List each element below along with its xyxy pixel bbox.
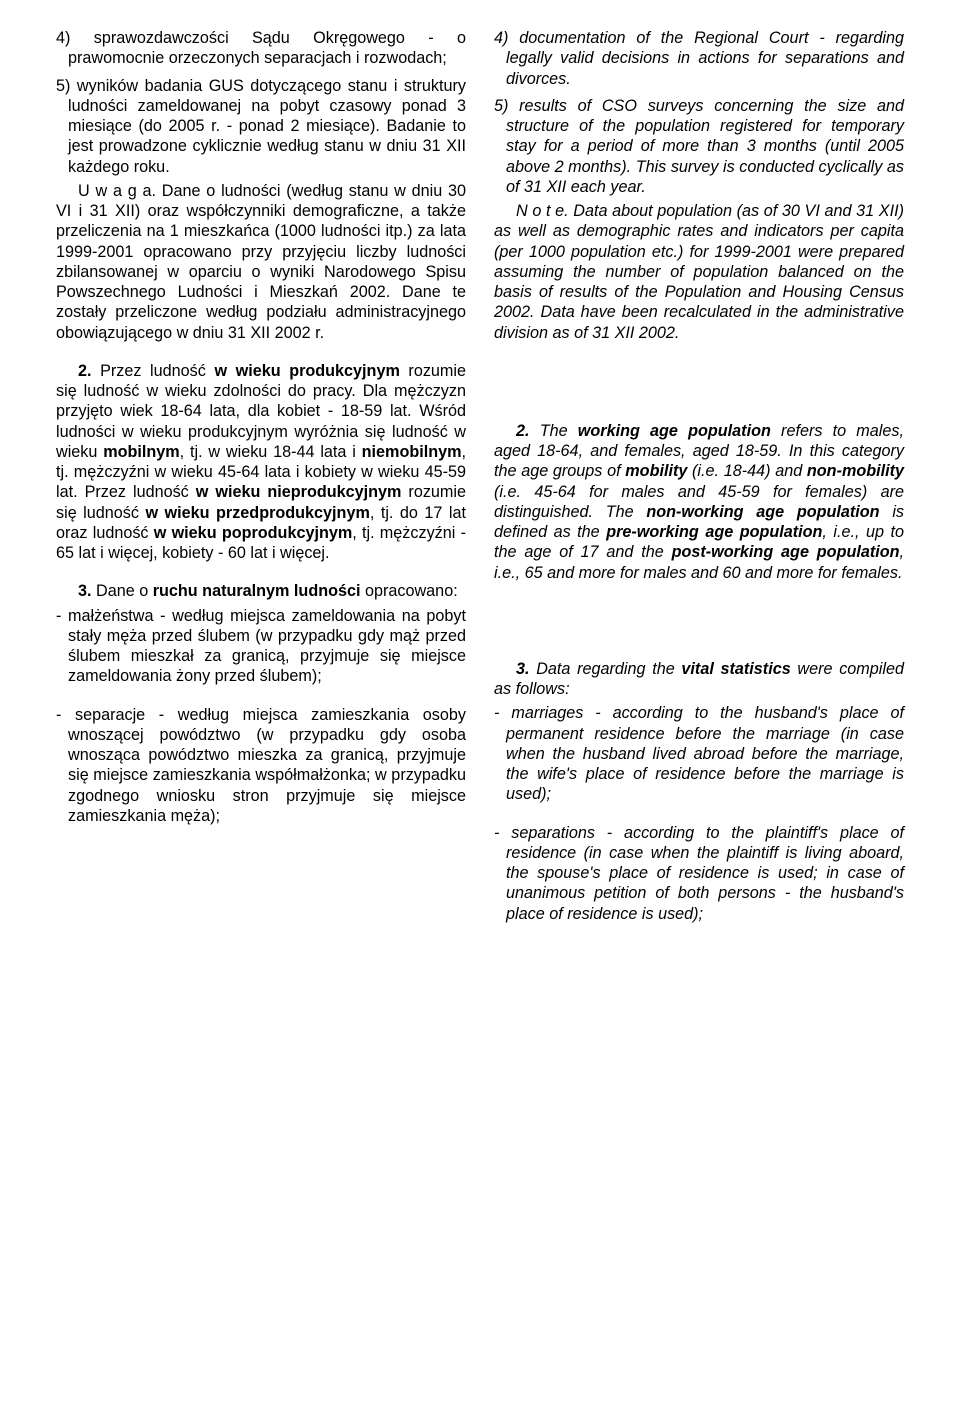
r2l: post-working age population <box>672 543 900 561</box>
li1-right: - marriages - according to the husband's… <box>494 703 904 804</box>
num-3r: 3. <box>516 660 530 678</box>
num-2: 2. <box>78 362 100 380</box>
t2a: Przez ludność <box>100 362 214 380</box>
li2-right: - separations - according to the plainti… <box>494 823 904 924</box>
t3a: Dane o <box>92 582 153 600</box>
num-2r: 2. <box>516 422 530 440</box>
uwaga: U w a g a. Dane o ludności (według stanu… <box>56 181 466 343</box>
t2b: w wieku produkcyjnym <box>214 362 399 380</box>
t2h: w wieku nieprodukcyjnym <box>196 483 402 501</box>
r2f: non-mobility <box>807 462 904 480</box>
t3c: opracowano: <box>361 582 458 600</box>
num-3: 3. <box>78 582 92 600</box>
t2f: niemobilnym <box>362 443 462 461</box>
item-4-right: 4) documentation of the Regional Court -… <box>494 28 904 89</box>
li1-left: - małżeństwa - według miejsca zameldowan… <box>56 606 466 687</box>
r2b: working age population <box>578 422 771 440</box>
r2h: non-working age population <box>646 503 879 521</box>
item-4-left: 4) sprawozdawczości Sądu Okręgowego - o … <box>56 28 466 69</box>
left-column: 4) sprawozdawczości Sądu Okręgowego - o … <box>56 28 466 928</box>
item-5-right: 5) results of CSO surveys concerning the… <box>494 96 904 197</box>
r3b: vital statistics <box>681 660 790 678</box>
r2e: (i.e. 18-44) and <box>687 462 807 480</box>
r2j: pre-working age population <box>606 523 822 541</box>
two-column-layout: 4) sprawozdawczości Sądu Okręgowego - o … <box>56 28 904 928</box>
t2e: , tj. w wieku 18-44 lata i <box>180 443 362 461</box>
section-3-right: 3. Data regarding the vital statistics w… <box>494 659 904 700</box>
item-5-left: 5) wyników badania GUS dotyczącego stanu… <box>56 76 466 177</box>
t2l: w wieku poprodukcyjnym <box>154 524 352 542</box>
section-2-left: 2. Przez ludność w wieku produkcyjnym ro… <box>56 361 466 564</box>
section-2-right: 2. The working age population refers to … <box>494 421 904 583</box>
t3b: ruchu naturalnym ludności <box>153 582 361 600</box>
li2-left: - separacje - według miejsca zamieszkani… <box>56 705 466 827</box>
note: N o t e. Data about population (as of 30… <box>494 201 904 343</box>
right-column: 4) documentation of the Regional Court -… <box>494 28 904 928</box>
section-3-left: 3. Dane o ruchu naturalnym ludności opra… <box>56 581 466 601</box>
r2a: The <box>530 422 578 440</box>
t2j: w wieku przedprodukcyjnym <box>145 504 369 522</box>
r3a: Data regarding the <box>530 660 682 678</box>
r2d: mobility <box>625 462 687 480</box>
t2d: mobilnym <box>103 443 179 461</box>
